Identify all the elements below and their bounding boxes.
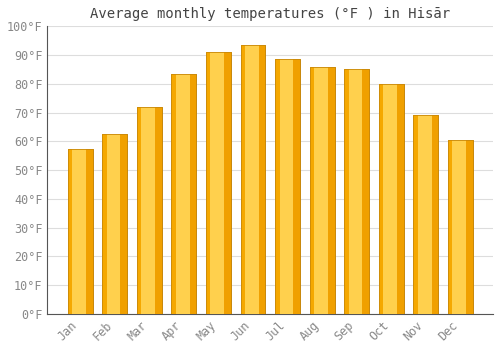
Bar — [240, 45, 245, 314]
Bar — [176, 74, 190, 314]
Bar — [397, 84, 404, 314]
Bar — [68, 148, 92, 314]
Bar — [142, 107, 155, 314]
Bar — [466, 140, 473, 314]
Bar — [86, 148, 92, 314]
Bar — [190, 74, 196, 314]
Bar — [102, 134, 106, 314]
Bar — [294, 60, 300, 314]
Bar — [344, 69, 369, 314]
Bar — [452, 140, 466, 314]
Bar — [240, 45, 266, 314]
Bar — [344, 69, 369, 314]
Title: Average monthly temperatures (°F ) in Hisār: Average monthly temperatures (°F ) in Hi… — [90, 7, 451, 21]
Bar — [448, 140, 473, 314]
Bar — [106, 134, 120, 314]
Bar — [102, 134, 127, 314]
Bar — [120, 134, 127, 314]
Bar — [240, 45, 266, 314]
Bar — [206, 52, 231, 314]
Bar — [275, 60, 300, 314]
Bar — [275, 60, 300, 314]
Bar — [432, 116, 438, 314]
Bar — [348, 69, 362, 314]
Bar — [172, 74, 176, 314]
Bar — [137, 107, 162, 314]
Bar — [414, 116, 418, 314]
Bar — [72, 148, 86, 314]
Bar — [68, 148, 92, 314]
Bar — [448, 140, 452, 314]
Bar — [379, 84, 404, 314]
Bar — [206, 52, 210, 314]
Bar — [137, 107, 141, 314]
Bar — [414, 116, 438, 314]
Bar — [275, 60, 280, 314]
Bar — [280, 60, 293, 314]
Bar — [310, 66, 334, 314]
Bar — [245, 45, 258, 314]
Bar — [310, 66, 314, 314]
Bar — [414, 116, 438, 314]
Bar — [328, 66, 334, 314]
Bar — [68, 148, 72, 314]
Bar — [314, 66, 328, 314]
Bar — [310, 66, 334, 314]
Bar — [137, 107, 162, 314]
Bar — [384, 84, 397, 314]
Bar — [210, 52, 224, 314]
Bar — [418, 116, 432, 314]
Bar — [379, 84, 404, 314]
Bar — [155, 107, 162, 314]
Bar — [258, 45, 266, 314]
Bar — [379, 84, 384, 314]
Bar — [172, 74, 196, 314]
Bar — [206, 52, 231, 314]
Bar — [362, 69, 369, 314]
Bar — [448, 140, 473, 314]
Bar — [344, 69, 348, 314]
Bar — [102, 134, 127, 314]
Bar — [224, 52, 231, 314]
Bar — [172, 74, 196, 314]
